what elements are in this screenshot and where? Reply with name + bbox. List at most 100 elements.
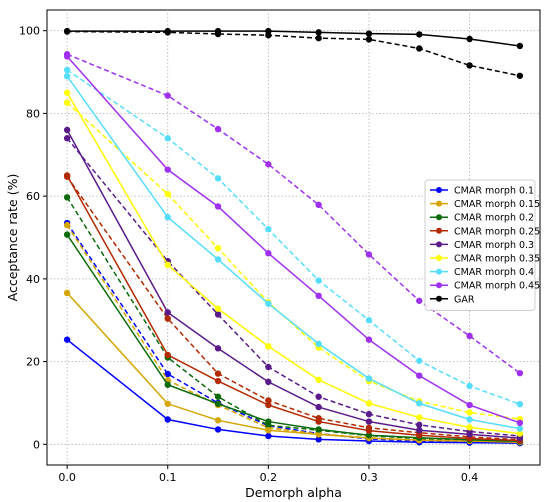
legend-entry: GAR bbox=[430, 294, 475, 305]
data-point bbox=[164, 166, 171, 173]
legend-label: CMAR morph 0.45 bbox=[454, 281, 540, 292]
data-point bbox=[265, 300, 272, 307]
x-tick-label: 0.4 bbox=[461, 471, 479, 484]
series-line bbox=[66, 53, 521, 374]
data-point bbox=[416, 421, 423, 429]
data-point bbox=[214, 256, 222, 263]
legend-label: CMAR morph 0.35 bbox=[454, 254, 540, 265]
axis-ticks: 0.0 0.1 0.2 0.3 0.4 0 20 40 60 80 100 bbox=[19, 25, 478, 484]
data-point bbox=[63, 221, 71, 229]
legend-entry: CMAR morph 0.1 bbox=[430, 186, 534, 197]
legend-entry: CMAR morph 0.45 bbox=[430, 281, 540, 292]
data-point bbox=[265, 250, 272, 257]
data-point bbox=[416, 372, 423, 379]
y-tick-label: 80 bbox=[26, 107, 40, 120]
data-point bbox=[365, 251, 373, 258]
series-3-solid bbox=[63, 172, 524, 444]
data-point bbox=[416, 432, 423, 439]
legend-label: CMAR morph 0.1 bbox=[454, 186, 534, 197]
x-axis-label: Demorph alpha bbox=[245, 485, 342, 500]
data-point bbox=[315, 34, 322, 42]
data-point bbox=[516, 425, 524, 432]
data-point bbox=[265, 363, 272, 371]
data-point bbox=[214, 175, 222, 182]
data-point bbox=[315, 277, 322, 284]
data-point bbox=[164, 190, 171, 198]
data-point bbox=[516, 434, 524, 442]
data-point bbox=[214, 400, 222, 407]
y-tick-label: 60 bbox=[26, 190, 40, 203]
data-point bbox=[365, 30, 373, 37]
legend-label: CMAR morph 0.15 bbox=[454, 199, 540, 210]
data-point bbox=[63, 126, 71, 134]
data-point bbox=[214, 377, 222, 385]
data-point bbox=[466, 35, 473, 43]
data-point bbox=[164, 416, 171, 423]
y-tick-label: 40 bbox=[26, 273, 40, 286]
data-point bbox=[315, 29, 322, 36]
data-point bbox=[516, 42, 524, 50]
data-point bbox=[365, 375, 373, 382]
data-point bbox=[466, 431, 473, 438]
data-point bbox=[365, 418, 373, 425]
data-point bbox=[63, 89, 71, 96]
legend-marker bbox=[436, 187, 442, 193]
series-8-solid bbox=[63, 27, 524, 50]
data-point bbox=[164, 370, 171, 378]
data-point bbox=[516, 400, 524, 408]
data-point bbox=[214, 305, 222, 312]
data-point bbox=[516, 430, 524, 437]
data-point bbox=[516, 369, 524, 377]
data-point bbox=[365, 36, 373, 43]
data-point bbox=[365, 427, 373, 434]
series-2-solid bbox=[63, 231, 524, 445]
legend-entry: CMAR morph 0.2 bbox=[430, 213, 534, 224]
legend-marker bbox=[436, 295, 442, 302]
data-point bbox=[164, 27, 171, 35]
legend-marker bbox=[436, 255, 442, 261]
data-point bbox=[315, 418, 322, 425]
legend-entry: CMAR morph 0.4 bbox=[430, 267, 534, 278]
series-4-solid bbox=[63, 126, 524, 442]
data-point bbox=[214, 311, 222, 318]
data-point bbox=[63, 27, 71, 35]
legend-label: CMAR morph 0.4 bbox=[454, 267, 534, 278]
series-13-dashed bbox=[63, 135, 524, 440]
series-5-solid bbox=[63, 89, 524, 437]
data-point bbox=[164, 92, 171, 99]
legend-marker bbox=[436, 214, 442, 221]
legend-entry: CMAR morph 0.35 bbox=[430, 254, 540, 265]
data-point bbox=[365, 336, 373, 343]
data-point bbox=[365, 400, 373, 407]
x-tick-label: 0.2 bbox=[260, 471, 278, 484]
data-point bbox=[164, 309, 171, 316]
data-point bbox=[466, 332, 473, 340]
data-point bbox=[315, 340, 322, 348]
data-point bbox=[315, 393, 322, 400]
legend-entry: CMAR morph 0.3 bbox=[430, 240, 534, 251]
data-point bbox=[164, 135, 171, 142]
series-6-solid bbox=[63, 72, 524, 432]
series-15-dashed bbox=[63, 66, 524, 408]
data-point bbox=[164, 400, 171, 407]
data-point bbox=[315, 201, 322, 209]
data-point bbox=[265, 432, 272, 440]
legend-marker bbox=[436, 227, 442, 234]
data-point bbox=[164, 214, 171, 221]
legend-marker bbox=[436, 241, 442, 248]
data-point bbox=[214, 393, 222, 400]
legend-label: CMAR morph 0.25 bbox=[454, 226, 540, 237]
data-point bbox=[214, 245, 222, 252]
data-point bbox=[63, 135, 71, 142]
data-point bbox=[265, 378, 272, 386]
data-point bbox=[516, 419, 524, 427]
data-point bbox=[63, 53, 71, 60]
data-point bbox=[63, 289, 71, 297]
data-point bbox=[315, 403, 322, 411]
data-point bbox=[164, 381, 171, 388]
data-point bbox=[466, 409, 473, 416]
data-point bbox=[63, 194, 71, 201]
x-tick-label: 0.0 bbox=[58, 471, 76, 484]
data-point bbox=[63, 231, 71, 238]
